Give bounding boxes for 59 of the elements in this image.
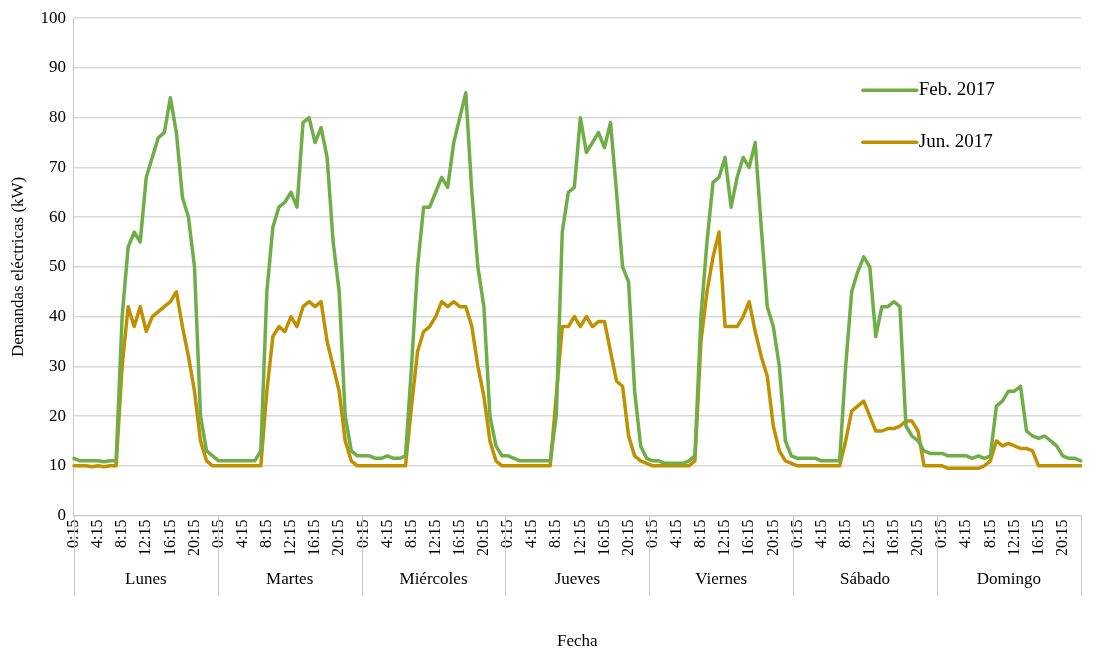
x-tick-label: 20:15 [618, 519, 636, 557]
x-tick-label: 20:15 [474, 519, 492, 557]
x-tick-label: 16:15 [1028, 519, 1046, 557]
y-tick-label: 10 [48, 455, 66, 475]
x-tick-label: 12:15 [425, 519, 443, 557]
x-tick-label: 20:15 [184, 519, 202, 557]
x-tick-label: 16:15 [884, 519, 902, 557]
x-tick-label: 12:15 [136, 519, 154, 557]
y-tick-label: 20 [48, 405, 66, 425]
x-tick-label: 20:15 [1052, 519, 1070, 557]
x-tick-label: 20:15 [763, 519, 781, 557]
y-tick-label: 0 [57, 505, 66, 525]
x-tick-label: 12:15 [1004, 519, 1022, 557]
x-tick-label: 4:15 [811, 519, 829, 549]
y-tick-label: 100 [40, 7, 66, 27]
y-tick-label: 60 [48, 206, 66, 226]
text: Jueves [554, 569, 601, 589]
x-tick-label: 16:15 [594, 519, 612, 557]
text: Lunes [125, 569, 167, 589]
x-tick-label: 4:15 [522, 519, 540, 549]
x-tick-label: 20:15 [908, 519, 926, 557]
y-tick-label: 90 [48, 57, 66, 77]
x-tick-label: 12:15 [570, 519, 588, 557]
x-tick-label: 20:15 [329, 519, 347, 557]
x-axis-title: Fecha [557, 631, 599, 651]
y-tick-label: 70 [48, 156, 66, 176]
text: Viernes [695, 569, 748, 589]
y-tick-label: 50 [48, 256, 66, 276]
text: Martes [266, 569, 314, 589]
x-tick-label: 4:15 [377, 519, 395, 549]
x-tick-label: 8:15 [112, 519, 130, 549]
x-tick-label: 16:15 [160, 519, 178, 557]
x-tick-label: 16:15 [449, 519, 467, 557]
x-tick-label: 8:15 [401, 519, 419, 549]
text: Sábado [840, 569, 891, 589]
x-tick-label: 8:15 [257, 519, 275, 549]
x-tick-label: 16:15 [305, 519, 323, 557]
text: Domingo [976, 569, 1041, 589]
y-tick-label: 80 [48, 107, 66, 127]
x-tick-label: 12:15 [715, 519, 733, 557]
x-tick-label: 0:15 [932, 519, 950, 549]
x-tick-label: 0:15 [787, 519, 805, 549]
legend-label: Jun. 2017 [918, 130, 993, 152]
x-tick-label: 12:15 [281, 519, 299, 557]
x-tick-label: 4:15 [956, 519, 974, 549]
y-tick-label: 30 [48, 355, 66, 375]
x-tick-label: 8:15 [835, 519, 853, 549]
y-axis-title: Demandas eléctricas (kW) [7, 176, 27, 358]
x-tick-label: 4:15 [232, 519, 250, 549]
text: Miércoles [399, 569, 468, 589]
x-tick-label: 8:15 [980, 519, 998, 549]
x-tick-label: 8:15 [691, 519, 709, 549]
x-tick-label: 8:15 [546, 519, 564, 549]
x-tick-label: 4:15 [667, 519, 685, 549]
x-tick-label: 4:15 [88, 519, 106, 549]
y-tick-label: 40 [48, 306, 66, 326]
legend-label: Feb. 2017 [918, 78, 995, 100]
x-tick-label: 12:15 [859, 519, 877, 557]
x-tick-label: 16:15 [739, 519, 757, 557]
